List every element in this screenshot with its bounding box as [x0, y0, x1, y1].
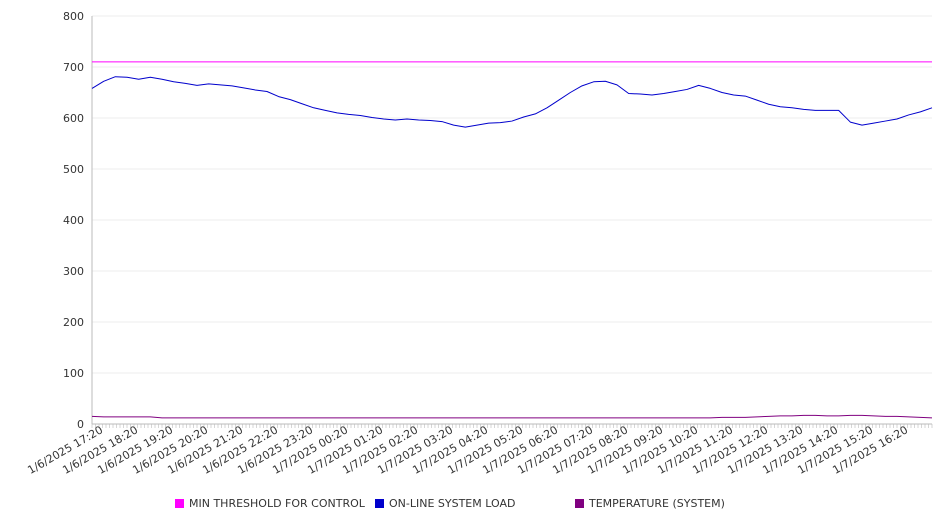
- y-tick-label-700: 700: [63, 61, 84, 74]
- series-line-temperature: [91, 414, 933, 419]
- legend-item-temperature[interactable]: TEMPERATURE (SYSTEM): [575, 497, 725, 510]
- x-axis-ticks: 1/6/2025 17:201/6/2025 18:201/6/2025 19:…: [25, 423, 910, 477]
- y-axis-ticks: 0 100 200 300 400 500 600 700 800: [63, 10, 84, 431]
- axes: [91, 16, 933, 428]
- legend-swatch-temperature: [575, 499, 584, 508]
- legend-swatch-min-threshold: [175, 499, 184, 508]
- y-tick-label-200: 200: [63, 316, 84, 329]
- legend-item-online-load[interactable]: ON-LINE SYSTEM LOAD: [375, 497, 515, 510]
- series-lines: [91, 61, 933, 419]
- y-tick-label-500: 500: [63, 163, 84, 176]
- y-tick-label-400: 400: [63, 214, 84, 227]
- y-tick-label-600: 600: [63, 112, 84, 125]
- y-tick-label-300: 300: [63, 265, 84, 278]
- grid-lines: [92, 15, 932, 425]
- legend-item-min-threshold[interactable]: MIN THRESHOLD FOR CONTROL: [175, 497, 365, 510]
- line-chart: 0 100 200 300 400 500 600 700 800 1/6/2025 17:20…: [25, 10, 933, 477]
- y-tick-label-100: 100: [63, 367, 84, 380]
- legend-label-min-threshold: MIN THRESHOLD FOR CONTROL: [189, 497, 365, 510]
- y-tick-label-0: 0: [77, 418, 84, 431]
- series-line-online-load: [91, 76, 933, 128]
- y-tick-label-800: 800: [63, 10, 84, 23]
- legend-swatch-online-load: [375, 499, 384, 508]
- legend: MIN THRESHOLD FOR CONTROL ON-LINE SYSTEM…: [0, 497, 946, 517]
- legend-label-online-load: ON-LINE SYSTEM LOAD: [389, 497, 516, 510]
- legend-label-temperature: TEMPERATURE (SYSTEM): [589, 497, 725, 510]
